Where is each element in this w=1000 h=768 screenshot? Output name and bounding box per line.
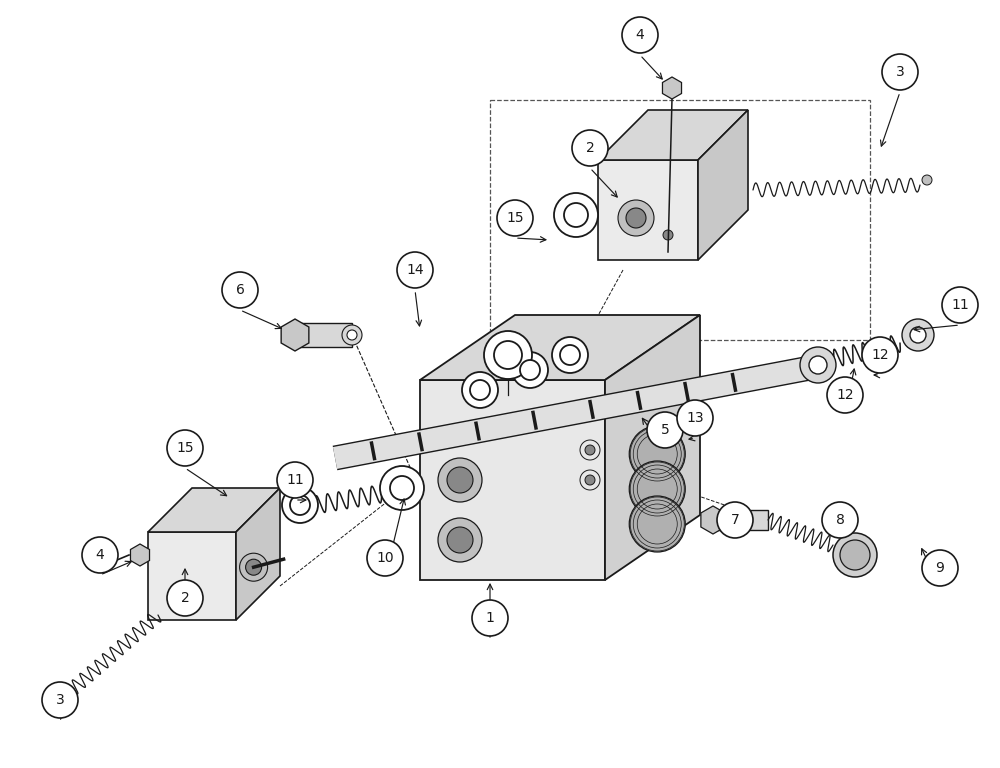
Text: 1: 1 [486,611,494,625]
Circle shape [472,600,508,636]
Circle shape [397,252,433,288]
Circle shape [922,175,932,185]
Circle shape [390,476,414,500]
Circle shape [717,502,753,538]
Polygon shape [701,506,725,534]
Polygon shape [605,315,700,580]
Circle shape [167,580,203,616]
Text: 10: 10 [376,551,394,565]
Circle shape [902,319,934,351]
Circle shape [520,360,540,380]
Circle shape [347,330,357,340]
Text: 13: 13 [686,411,704,425]
Polygon shape [698,110,748,260]
Circle shape [246,559,262,575]
Circle shape [663,230,673,240]
Circle shape [585,475,595,485]
Circle shape [367,540,403,576]
Circle shape [512,352,548,388]
Circle shape [882,54,918,90]
Text: 7: 7 [731,513,739,527]
Text: 3: 3 [896,65,904,79]
Circle shape [827,377,863,413]
Polygon shape [130,544,150,566]
Polygon shape [148,532,236,620]
Circle shape [942,287,978,323]
Circle shape [282,487,318,523]
Circle shape [840,540,870,570]
Circle shape [48,702,58,712]
Text: 15: 15 [506,211,524,225]
Text: 6: 6 [236,283,244,297]
Circle shape [629,461,685,517]
Circle shape [629,426,685,482]
Text: 15: 15 [176,441,194,455]
Circle shape [484,331,532,379]
Circle shape [822,502,858,538]
Circle shape [629,496,685,552]
Circle shape [438,458,482,502]
Circle shape [42,682,78,718]
Circle shape [800,347,836,383]
Circle shape [494,341,522,369]
Text: 9: 9 [936,561,944,575]
Circle shape [380,466,424,510]
Circle shape [167,430,203,466]
Text: 14: 14 [406,263,424,277]
Circle shape [560,345,580,365]
Text: 2: 2 [181,591,189,605]
Circle shape [626,208,646,228]
Circle shape [554,193,598,237]
Circle shape [470,380,490,400]
Text: 4: 4 [96,548,104,562]
Text: 11: 11 [286,473,304,487]
Circle shape [447,467,473,493]
Circle shape [497,200,533,236]
Text: 11: 11 [951,298,969,312]
Circle shape [240,553,268,581]
Polygon shape [713,510,768,530]
Circle shape [910,327,926,343]
Text: 8: 8 [836,513,844,527]
Circle shape [585,445,595,455]
Circle shape [552,337,588,373]
Text: 5: 5 [661,423,669,437]
Circle shape [572,130,608,166]
Text: 12: 12 [871,348,889,362]
Circle shape [82,537,118,573]
Circle shape [647,412,683,448]
Circle shape [833,533,877,577]
Circle shape [462,372,498,408]
Circle shape [922,550,958,586]
Polygon shape [420,380,605,580]
Circle shape [564,203,588,227]
Circle shape [342,325,362,345]
Polygon shape [148,488,280,532]
Polygon shape [662,77,682,99]
Text: 3: 3 [56,693,64,707]
Circle shape [277,462,313,498]
Polygon shape [281,319,309,351]
Circle shape [222,272,258,308]
Polygon shape [295,323,352,347]
Polygon shape [598,160,698,260]
Polygon shape [420,315,700,380]
Circle shape [290,495,310,515]
Circle shape [677,400,713,436]
Circle shape [438,518,482,562]
Circle shape [618,200,654,236]
Circle shape [447,527,473,553]
Text: 4: 4 [636,28,644,42]
Polygon shape [236,488,280,620]
Text: 2: 2 [586,141,594,155]
Circle shape [862,337,898,373]
Polygon shape [598,110,748,160]
Circle shape [809,356,827,374]
Text: 12: 12 [836,388,854,402]
Circle shape [622,17,658,53]
